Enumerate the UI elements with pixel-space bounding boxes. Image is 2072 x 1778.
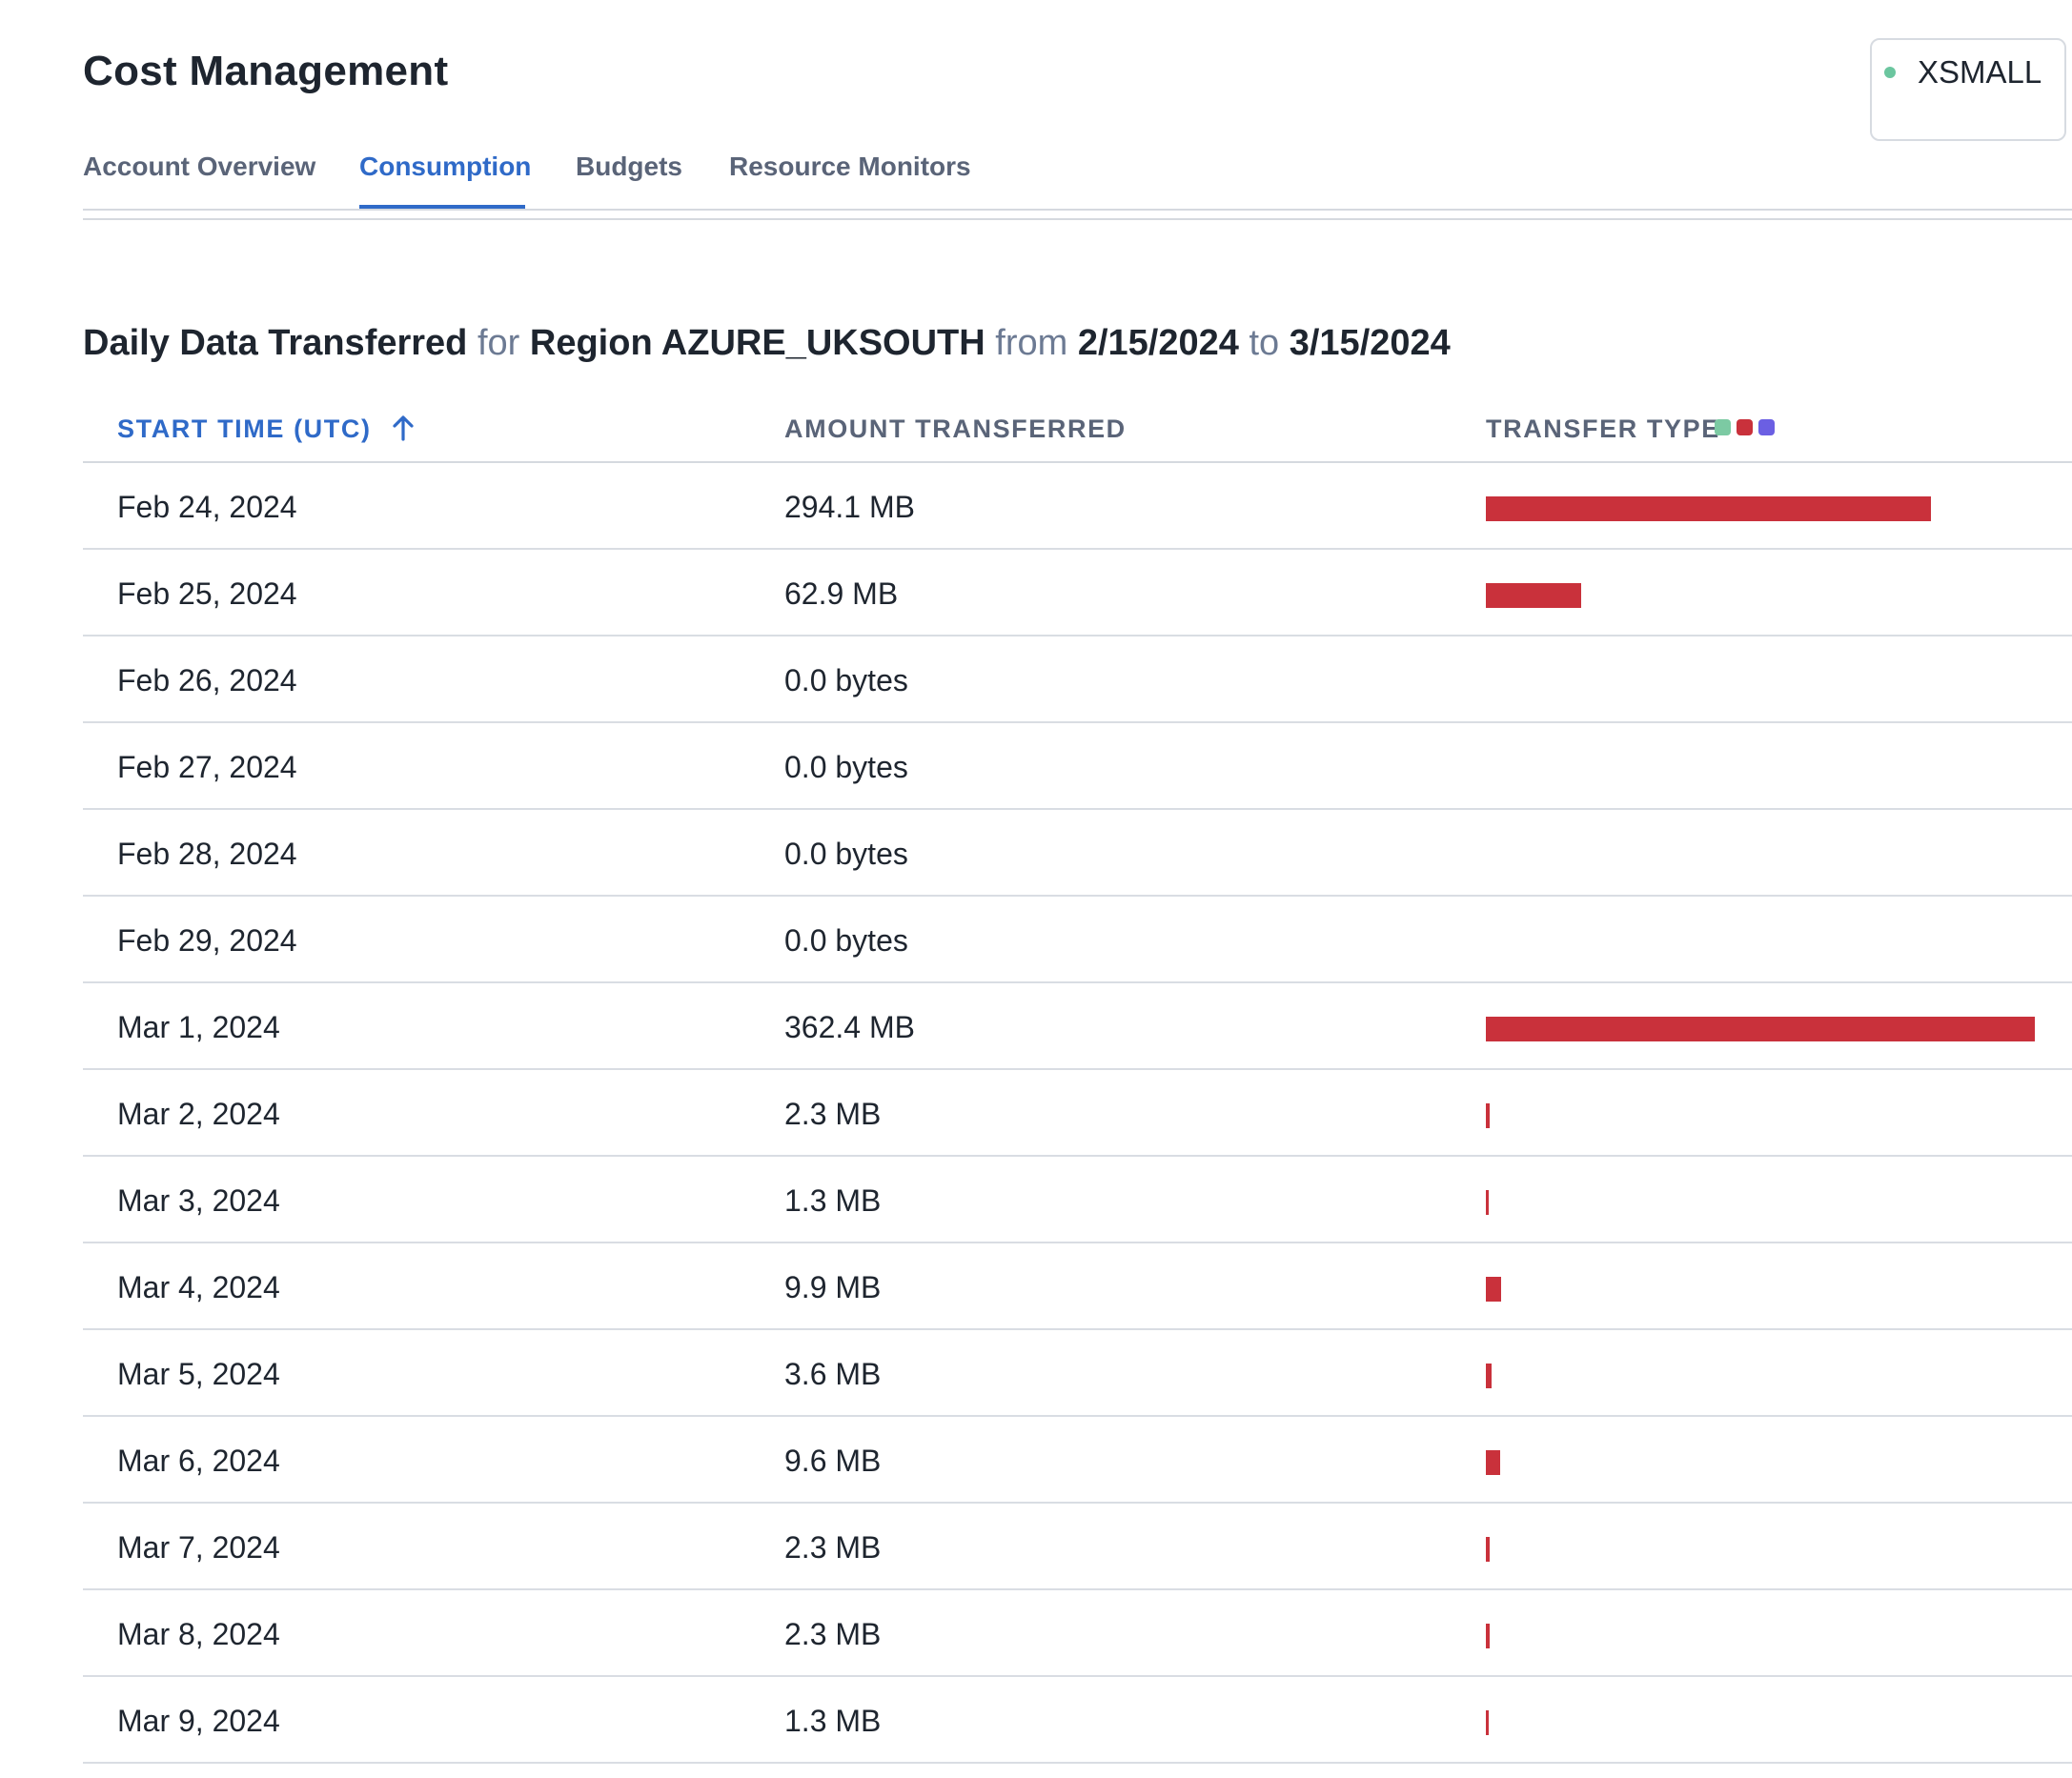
row-date: Feb 28, 2024 (117, 837, 297, 871)
heading-start-date: 2/15/2024 (1077, 323, 1239, 363)
transfer-bar (1486, 583, 1581, 608)
tab-bar: Account Overview Consumption Budgets Res… (83, 146, 2072, 211)
table-row: Feb 25, 2024 62.9 MB (83, 550, 2072, 636)
row-amount: 2.3 MB (784, 1097, 882, 1131)
column-header-start-time[interactable]: START TIME (UTC) (117, 410, 415, 452)
table-row: Mar 5, 2024 3.6 MB (83, 1330, 2072, 1417)
transfer-bar (1486, 1364, 1492, 1388)
row-date: Feb 26, 2024 (117, 663, 297, 697)
data-transfer-table: START TIME (UTC) AMOUNT TRANSFERRED TRAN… (83, 410, 2072, 1764)
warehouse-size-label: XSMALL (1918, 54, 2042, 90)
transfer-bar (1486, 1017, 2035, 1041)
row-amount: 2.3 MB (784, 1530, 882, 1565)
warehouse-selector-button[interactable] (1870, 38, 2066, 141)
transfer-bar (1486, 1710, 1489, 1735)
row-date: Mar 9, 2024 (117, 1704, 280, 1738)
row-date: Feb 25, 2024 (117, 576, 297, 611)
transfer-bar (1486, 1277, 1501, 1302)
row-date: Mar 1, 2024 (117, 1010, 280, 1044)
row-date: Mar 4, 2024 (117, 1270, 280, 1304)
transfer-bar (1486, 1190, 1489, 1215)
row-date: Feb 29, 2024 (117, 923, 297, 958)
tab-resource-monitors[interactable]: Resource Monitors (729, 152, 971, 181)
transfer-bar (1486, 1450, 1501, 1475)
report-heading: Daily Data Transferred for Region AZURE_… (83, 319, 1451, 367)
transfer-bar (1486, 1537, 1490, 1562)
row-amount: 0.0 bytes (784, 750, 908, 784)
row-amount: 1.3 MB (784, 1704, 882, 1738)
row-date: Mar 8, 2024 (117, 1617, 280, 1651)
table-row: Mar 2, 2024 2.3 MB (83, 1070, 2072, 1157)
section-divider (83, 218, 2072, 220)
table-row: Mar 8, 2024 2.3 MB (83, 1590, 2072, 1677)
row-date: Mar 7, 2024 (117, 1530, 280, 1565)
warehouse-status-dot (1884, 67, 1896, 78)
row-date: Mar 2, 2024 (117, 1097, 280, 1131)
table-row: Feb 28, 2024 0.0 bytes (83, 810, 2072, 897)
heading-from: from (995, 323, 1068, 363)
transfer-bar (1486, 1624, 1490, 1648)
table-row: Feb 24, 2024 294.1 MB (83, 463, 2072, 550)
row-amount: 0.0 bytes (784, 663, 908, 697)
legend-swatch-green (1715, 419, 1731, 435)
table-row: Mar 1, 2024 362.4 MB (83, 983, 2072, 1070)
table-row: Mar 6, 2024 9.6 MB (83, 1417, 2072, 1504)
row-amount: 9.9 MB (784, 1270, 882, 1304)
cost-management-page: Cost Management XSMALL Account Overview … (83, 0, 2072, 1778)
row-amount: 62.9 MB (784, 576, 899, 611)
transfer-bar (1486, 1103, 1490, 1128)
heading-end-date: 3/15/2024 (1289, 323, 1451, 363)
row-amount: 0.0 bytes (784, 923, 908, 958)
row-amount: 0.0 bytes (784, 837, 908, 871)
row-date: Mar 6, 2024 (117, 1444, 280, 1478)
transfer-bar (1486, 496, 1932, 521)
legend-swatch-red (1737, 419, 1753, 435)
table-row: Mar 3, 2024 1.3 MB (83, 1157, 2072, 1243)
row-date: Mar 5, 2024 (117, 1357, 280, 1391)
column-header-amount: AMOUNT TRANSFERRED (784, 414, 1127, 443)
tab-consumption[interactable]: Consumption (359, 152, 532, 181)
page-title: Cost Management (83, 48, 449, 94)
table-row: Feb 26, 2024 0.0 bytes (83, 636, 2072, 723)
table-body: Feb 24, 2024 294.1 MB Feb 25, 2024 62.9 MB F… (83, 463, 2072, 1764)
row-amount: 2.3 MB (784, 1617, 882, 1651)
table-row: Mar 7, 2024 2.3 MB (83, 1504, 2072, 1590)
heading-for: for (477, 323, 520, 363)
table-row: Feb 29, 2024 0.0 bytes (83, 897, 2072, 983)
table-row: Mar 9, 2024 1.3 MB (83, 1677, 2072, 1764)
arrow-up-icon (392, 414, 415, 452)
row-amount: 362.4 MB (784, 1010, 915, 1044)
table-header: START TIME (UTC) AMOUNT TRANSFERRED TRAN… (83, 410, 2072, 463)
row-date: Mar 3, 2024 (117, 1183, 280, 1218)
row-amount: 3.6 MB (784, 1357, 882, 1391)
heading-metric: Daily Data Transferred (83, 323, 468, 363)
table-row: Feb 27, 2024 0.0 bytes (83, 723, 2072, 810)
heading-region: Region AZURE_UKSOUTH (529, 323, 985, 363)
row-amount: 294.1 MB (784, 490, 915, 524)
column-header-start-time-label: START TIME (UTC) (117, 414, 372, 443)
row-amount: 9.6 MB (784, 1444, 882, 1478)
tab-budgets[interactable]: Budgets (576, 152, 682, 181)
row-date: Feb 27, 2024 (117, 750, 297, 784)
column-header-transfer-type: TRANSFER TYPE (1486, 414, 1720, 443)
tab-account-overview[interactable]: Account Overview (83, 152, 316, 181)
row-amount: 1.3 MB (784, 1183, 882, 1218)
legend-swatch-purple (1758, 419, 1775, 435)
active-tab-indicator (359, 205, 525, 209)
table-row: Mar 4, 2024 9.9 MB (83, 1243, 2072, 1330)
row-date: Feb 24, 2024 (117, 490, 297, 524)
heading-to: to (1249, 323, 1280, 363)
